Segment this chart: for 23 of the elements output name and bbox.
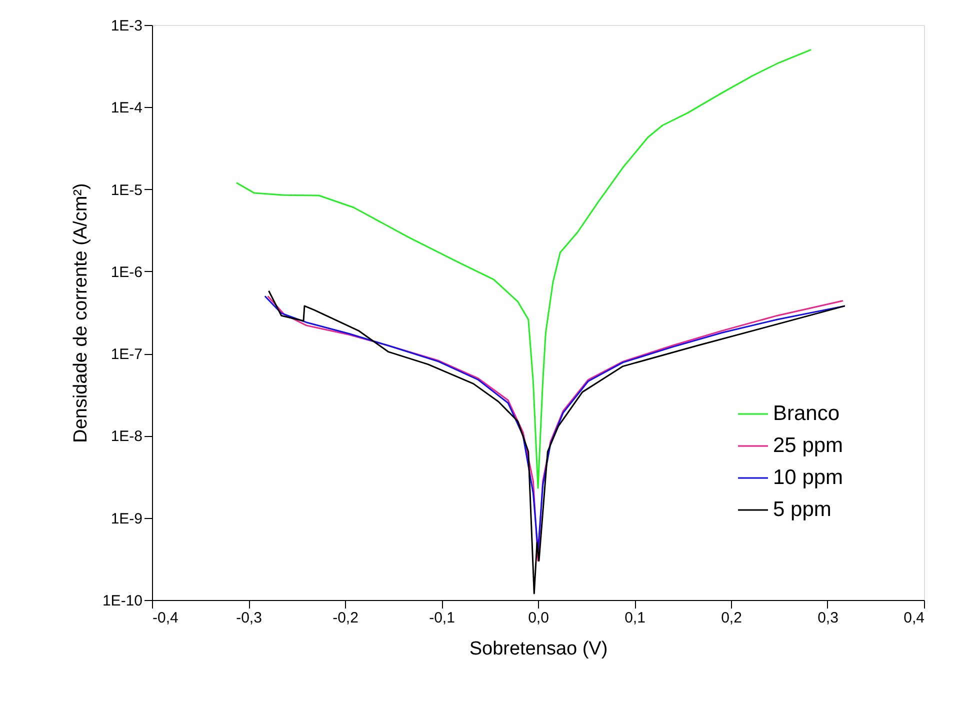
y-tick-label: 1E-9 [110, 510, 142, 528]
y-tick-label: 1E-4 [110, 100, 142, 117]
y-tick-label: 1E-8 [110, 428, 142, 446]
y-axis-title: Densidade de corrente (A/cm²) [70, 183, 92, 443]
y-tick-label: 1E-5 [110, 182, 142, 199]
x-tick-label: -0,2 [332, 610, 358, 626]
x-tick-label: 0,1 [624, 610, 646, 626]
x-tick-label: 0,3 [818, 610, 838, 626]
legend-label: 25 ppm [773, 434, 844, 457]
y-tick-label: 1E-10 [102, 592, 142, 610]
x-tick-label: 0,0 [528, 610, 549, 626]
y-tick-label: 1E-3 [110, 18, 142, 34]
x-tick-label: 0,4 [904, 610, 924, 626]
x-tick-label: -0,3 [236, 610, 262, 626]
x-axis-title: Sobretensao (V) [469, 638, 608, 660]
legend-label: 10 ppm [773, 466, 844, 489]
y-tick-label: 1E-6 [110, 264, 142, 281]
legend-label: 5 ppm [773, 498, 832, 521]
x-tick-label: 0,2 [721, 610, 742, 626]
x-tick-label: -0,4 [152, 610, 178, 626]
y-tick-label: 1E-7 [110, 346, 142, 364]
legend-label: Branco [773, 402, 840, 425]
x-tick-label: -0,1 [429, 610, 455, 626]
